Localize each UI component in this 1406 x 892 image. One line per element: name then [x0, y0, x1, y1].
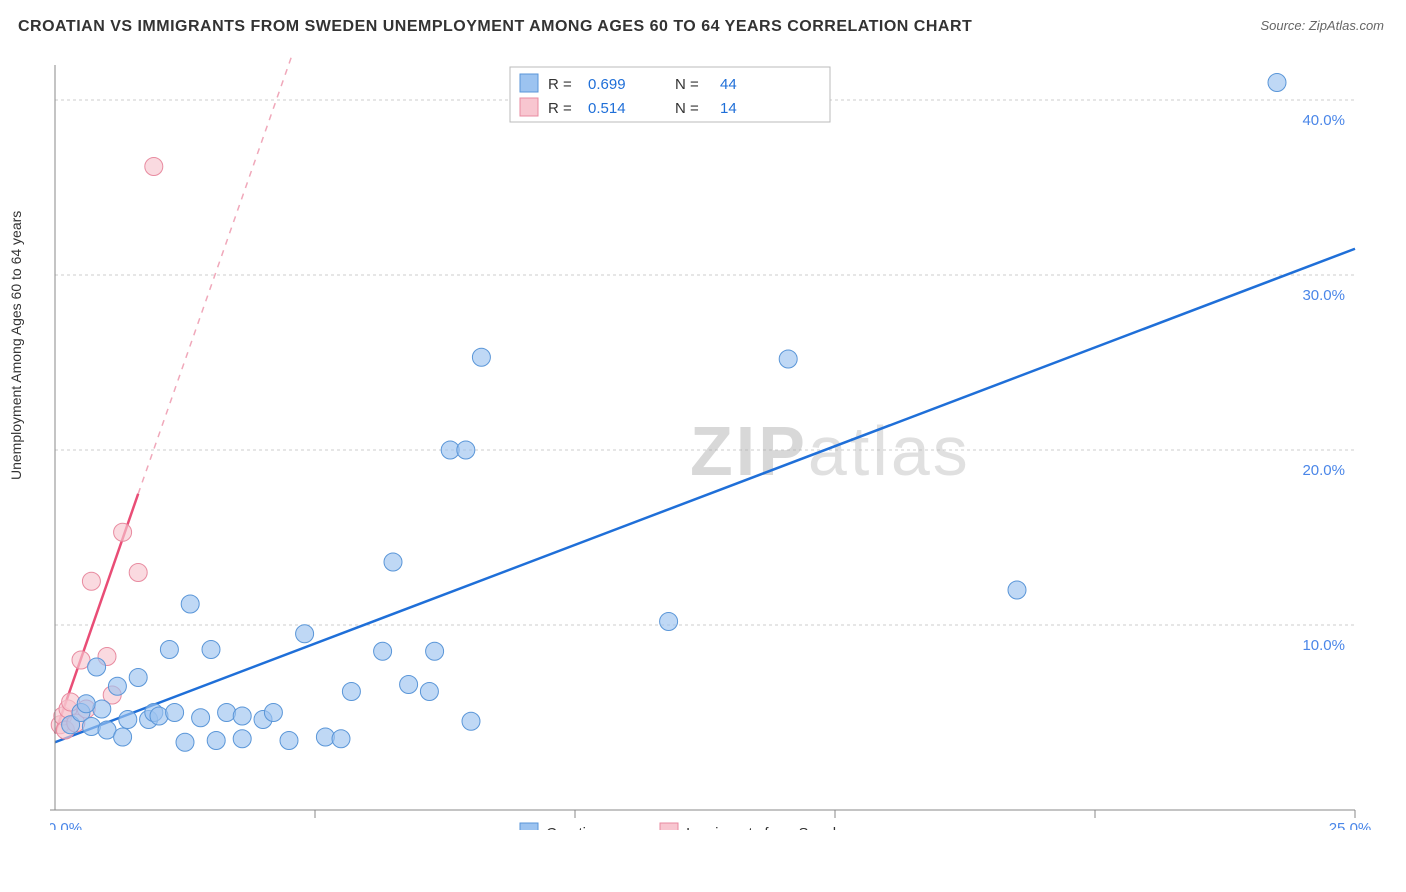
bottom-swatch-blue: [520, 823, 538, 830]
data-point-blue: [400, 676, 418, 694]
y-tick-label: 40.0%: [1302, 112, 1345, 129]
data-point-blue: [108, 677, 126, 695]
data-point-pink: [129, 564, 147, 582]
data-point-blue: [426, 642, 444, 660]
chart-area: 10.0% 20.0% 30.0% 40.0% ZIPatlas 0.0% 25.0% R =…: [50, 55, 1380, 830]
data-point-blue: [192, 709, 210, 727]
data-point-blue: [233, 730, 251, 748]
data-point-pink: [82, 572, 100, 590]
data-point-blue: [660, 613, 678, 631]
data-point-blue: [88, 658, 106, 676]
chart-title: CROATIAN VS IMMIGRANTS FROM SWEDEN UNEMP…: [18, 18, 972, 36]
data-point-blue: [166, 704, 184, 722]
watermark: ZIPatlas: [690, 412, 971, 490]
data-point-blue: [218, 704, 236, 722]
trend-line-pink-dash: [138, 55, 325, 494]
legend-swatch-pink: [520, 98, 538, 116]
data-point-blue: [82, 718, 100, 736]
bottom-label-blue: Croatians: [546, 825, 610, 830]
data-point-blue: [150, 707, 168, 725]
data-point-blue: [420, 683, 438, 701]
legend-r-label: R =: [548, 76, 572, 93]
data-point-blue: [114, 728, 132, 746]
source-label: Source: ZipAtlas.com: [1260, 18, 1384, 33]
data-point-blue: [296, 625, 314, 643]
legend-n-label: N =: [675, 76, 699, 93]
scatter-chart: 10.0% 20.0% 30.0% 40.0% ZIPatlas 0.0% 25.0% R =…: [50, 55, 1380, 830]
data-point-blue: [77, 695, 95, 713]
data-point-blue: [202, 641, 220, 659]
x-tick-label: 0.0%: [50, 820, 82, 830]
legend-r-blue: 0.699: [588, 76, 626, 93]
y-axis-label: Unemployment Among Ages 60 to 64 years: [8, 211, 24, 480]
data-point-pink: [114, 523, 132, 541]
data-point-blue: [462, 712, 480, 730]
legend-n-pink: 14: [720, 100, 737, 117]
legend-r-label: R =: [548, 100, 572, 117]
data-point-blue: [1268, 74, 1286, 92]
data-point-blue: [280, 732, 298, 750]
data-point-blue: [472, 348, 490, 366]
bottom-swatch-pink: [660, 823, 678, 830]
legend-swatch-blue: [520, 74, 538, 92]
x-tick-label: 25.0%: [1329, 820, 1372, 830]
data-point-blue: [233, 707, 251, 725]
legend-n-label: N =: [675, 100, 699, 117]
y-tick-label: 10.0%: [1302, 637, 1345, 654]
legend-r-pink: 0.514: [588, 100, 626, 117]
data-point-blue: [1008, 581, 1026, 599]
data-point-blue: [332, 730, 350, 748]
data-point-blue: [176, 733, 194, 751]
bottom-label-pink: Immigrants from Sweden: [686, 825, 853, 830]
y-tick-label: 20.0%: [1302, 462, 1345, 479]
trend-line-blue: [55, 249, 1355, 743]
data-point-blue: [342, 683, 360, 701]
data-point-blue: [129, 669, 147, 687]
data-point-blue: [207, 732, 225, 750]
data-point-blue: [160, 641, 178, 659]
data-point-blue: [384, 553, 402, 571]
data-point-blue: [181, 595, 199, 613]
y-tick-label: 30.0%: [1302, 287, 1345, 304]
data-point-blue: [119, 711, 137, 729]
data-point-blue: [264, 704, 282, 722]
data-point-blue: [457, 441, 475, 459]
legend-n-blue: 44: [720, 76, 737, 93]
data-point-blue: [374, 642, 392, 660]
data-point-blue: [779, 350, 797, 368]
data-point-pink: [145, 158, 163, 176]
